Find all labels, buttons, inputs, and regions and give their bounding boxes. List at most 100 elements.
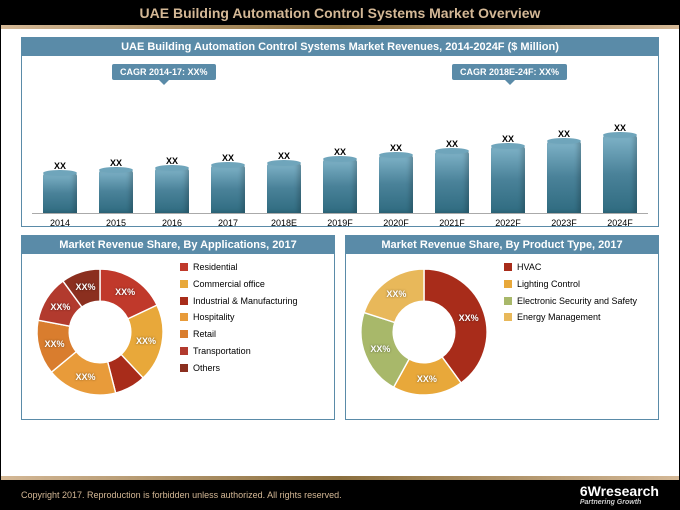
slice-label: XX% bbox=[417, 374, 437, 384]
legend-label: HVAC bbox=[517, 262, 541, 273]
legend-swatch bbox=[504, 297, 512, 305]
logo: 6Wresearch Partnering Growth bbox=[580, 483, 659, 506]
bar-chart: CAGR 2014-17: XX% CAGR 2018E-24F: XX% XX… bbox=[22, 56, 658, 226]
legend-swatch bbox=[504, 263, 512, 271]
legend-label: Commercial office bbox=[193, 279, 265, 290]
lower-row: Market Revenue Share, By Applications, 2… bbox=[21, 235, 659, 428]
slice-label: XX% bbox=[50, 302, 70, 312]
logo-main: 6Wresearch bbox=[580, 483, 659, 499]
legend-item: Electronic Security and Safety bbox=[504, 296, 650, 307]
bar-year-label: 2019F bbox=[312, 218, 367, 228]
bar-year-label: 2018E bbox=[256, 218, 311, 228]
legend-label: Others bbox=[193, 363, 220, 374]
slice-label: XX% bbox=[115, 287, 135, 297]
bar-wrap: XX bbox=[312, 147, 367, 213]
legend-label: Retail bbox=[193, 329, 216, 340]
bar-wrap: XX bbox=[424, 139, 479, 213]
slice-label: XX% bbox=[45, 339, 65, 349]
bar-year-label: 2024F bbox=[592, 218, 647, 228]
bar bbox=[435, 151, 468, 213]
legend-swatch bbox=[180, 364, 188, 372]
legend-swatch bbox=[504, 313, 512, 321]
bar bbox=[155, 168, 188, 213]
bar bbox=[603, 135, 636, 213]
donut-right-legend: HVAC Lighting Control Electronic Security … bbox=[494, 262, 650, 411]
legend-item: Hospitality bbox=[180, 312, 326, 323]
bar bbox=[379, 155, 412, 213]
infographic-page: UAE Building Automation Control Systems … bbox=[0, 0, 680, 510]
bar-wrap: XX bbox=[144, 156, 199, 213]
bar-chart-panel: UAE Building Automation Control Systems … bbox=[21, 37, 659, 227]
main-title: UAE Building Automation Control Systems … bbox=[1, 1, 679, 25]
legend-item: Residential bbox=[180, 262, 326, 273]
bar bbox=[99, 170, 132, 213]
legend-swatch bbox=[180, 297, 188, 305]
bar bbox=[211, 165, 244, 213]
legend-label: Energy Management bbox=[517, 312, 601, 323]
copyright-text: Copyright 2017. Reproduction is forbidde… bbox=[21, 490, 342, 500]
bar-chart-title: UAE Building Automation Control Systems … bbox=[22, 38, 658, 56]
bar bbox=[323, 159, 356, 213]
donut-left-chart: XX% XX% XX% XX% XX% XX% bbox=[30, 262, 170, 402]
legend-item: Commercial office bbox=[180, 279, 326, 290]
bar-wrap: XX bbox=[592, 123, 647, 213]
legend-item: Retail bbox=[180, 329, 326, 340]
footer-bar: Copyright 2017. Reproduction is forbidde… bbox=[1, 480, 679, 509]
bar-year-label: 2020F bbox=[368, 218, 423, 228]
legend-item: HVAC bbox=[504, 262, 650, 273]
bar bbox=[267, 163, 300, 213]
slice-label: XX% bbox=[459, 313, 479, 323]
donut-left-panel: Market Revenue Share, By Applications, 2… bbox=[21, 235, 335, 420]
donut-left-area: XX% XX% XX% XX% XX% XX% Residential Commercial… bbox=[22, 254, 334, 419]
legend-swatch bbox=[180, 263, 188, 271]
cagr-left-badge: CAGR 2014-17: XX% bbox=[112, 64, 216, 80]
slice-label: XX% bbox=[75, 372, 95, 382]
bar-year-label: 2023F bbox=[536, 218, 591, 228]
legend-item: Transportation bbox=[180, 346, 326, 357]
legend-item: Lighting Control bbox=[504, 279, 650, 290]
legend-swatch bbox=[180, 313, 188, 321]
bar-year-label: 2015 bbox=[88, 218, 143, 228]
legend-item: Others bbox=[180, 363, 326, 374]
legend-label: Transportation bbox=[193, 346, 251, 357]
bar-year-label: 2021F bbox=[424, 218, 479, 228]
donut-left-legend: Residential Commercial office Industrial &… bbox=[170, 262, 326, 411]
donut-right-area: XX%XX%XX%XX% HVACLighting ControlElectro… bbox=[346, 254, 658, 419]
slice-label: XX% bbox=[136, 336, 156, 346]
footer: Copyright 2017. Reproduction is forbidde… bbox=[1, 476, 679, 509]
bar-wrap: XX bbox=[480, 134, 535, 213]
bars-row: XXXXXXXXXXXXXXXXXXXXXX bbox=[32, 94, 648, 214]
cagr-right-badge: CAGR 2018E-24F: XX% bbox=[452, 64, 567, 80]
bar-year-label: 2014 bbox=[32, 218, 87, 228]
donut-right-chart: XX%XX%XX%XX% bbox=[354, 262, 494, 402]
bar-year-label: 2022F bbox=[480, 218, 535, 228]
legend-swatch bbox=[180, 347, 188, 355]
bar bbox=[43, 173, 76, 213]
bar-wrap: XX bbox=[536, 129, 591, 213]
donut-left-title: Market Revenue Share, By Applications, 2… bbox=[22, 236, 334, 254]
bar-year-label: 2017 bbox=[200, 218, 255, 228]
bar bbox=[491, 146, 524, 213]
legend-item: Energy Management bbox=[504, 312, 650, 323]
content-area: UAE Building Automation Control Systems … bbox=[1, 29, 679, 428]
donut-right-panel: Market Revenue Share, By Product Type, 2… bbox=[345, 235, 659, 420]
bar bbox=[547, 141, 580, 213]
logo-sub: Partnering Growth bbox=[580, 499, 659, 506]
bar-wrap: XX bbox=[200, 153, 255, 213]
legend-swatch bbox=[504, 280, 512, 288]
legend-label: Electronic Security and Safety bbox=[517, 296, 637, 307]
legend-label: Industrial & Manufacturing bbox=[193, 296, 298, 307]
years-row: 20142015201620172018E2019F2020F2021F2022… bbox=[32, 218, 648, 228]
bar-year-label: 2016 bbox=[144, 218, 199, 228]
bar-wrap: XX bbox=[32, 161, 87, 213]
legend-label: Residential bbox=[193, 262, 238, 273]
legend-item: Industrial & Manufacturing bbox=[180, 296, 326, 307]
slice-label: XX% bbox=[386, 289, 406, 299]
legend-swatch bbox=[180, 280, 188, 288]
slice-label: XX% bbox=[75, 282, 95, 292]
legend-label: Hospitality bbox=[193, 312, 235, 323]
legend-swatch bbox=[180, 330, 188, 338]
bar-wrap: XX bbox=[256, 151, 311, 213]
bar-wrap: XX bbox=[88, 158, 143, 213]
bar-wrap: XX bbox=[368, 143, 423, 213]
